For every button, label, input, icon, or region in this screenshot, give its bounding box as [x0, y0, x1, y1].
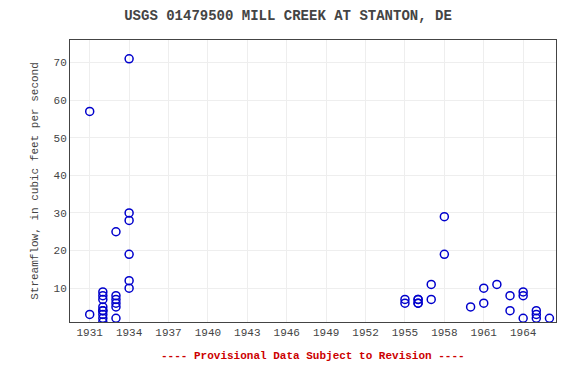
- svg-text:60: 60: [54, 95, 67, 107]
- svg-text:1943: 1943: [234, 327, 260, 339]
- svg-text:1946: 1946: [274, 327, 300, 339]
- svg-text:30: 30: [54, 208, 67, 220]
- svg-text:10: 10: [54, 283, 67, 295]
- svg-text:1940: 1940: [195, 327, 221, 339]
- svg-text:1964: 1964: [510, 327, 537, 339]
- svg-text:20: 20: [54, 245, 67, 257]
- svg-text:70: 70: [54, 57, 67, 69]
- svg-text:1937: 1937: [155, 327, 181, 339]
- svg-text:50: 50: [54, 133, 67, 145]
- svg-text:1934: 1934: [116, 327, 143, 339]
- svg-text:---- Provisional Data Subject: ---- Provisional Data Subject to Revisio…: [161, 350, 465, 362]
- svg-text:1931: 1931: [76, 327, 103, 339]
- svg-text:40: 40: [54, 170, 67, 182]
- svg-text:USGS 01479500 MILL CREEK AT ST: USGS 01479500 MILL CREEK AT STANTON, DE: [124, 8, 452, 24]
- svg-text:1955: 1955: [392, 327, 418, 339]
- svg-text:1958: 1958: [431, 327, 457, 339]
- svg-text:Streamflow, in cubic feet per: Streamflow, in cubic feet per second: [29, 62, 41, 300]
- svg-text:1949: 1949: [313, 327, 339, 339]
- svg-text:1961: 1961: [471, 327, 498, 339]
- svg-text:1952: 1952: [352, 327, 378, 339]
